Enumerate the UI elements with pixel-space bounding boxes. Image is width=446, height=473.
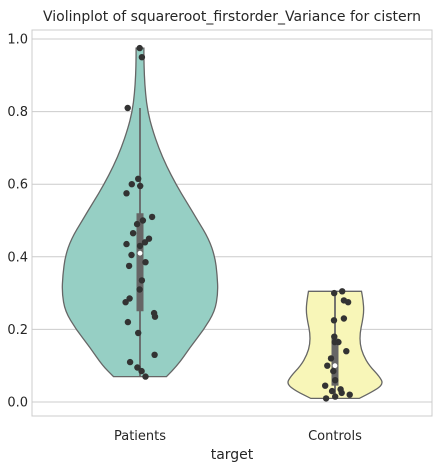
y-tick-label: 0.2	[7, 323, 28, 338]
data-point	[332, 377, 339, 384]
data-point	[328, 387, 336, 395]
data-point	[136, 286, 143, 293]
points-layer	[122, 44, 353, 402]
violin-median	[137, 250, 143, 256]
x-tick-label: Controls	[308, 429, 362, 444]
data-point	[135, 175, 142, 182]
violin-iqr-box	[136, 213, 144, 312]
data-point	[151, 313, 159, 320]
data-point	[327, 355, 335, 362]
data-point	[141, 239, 149, 246]
violin-median	[332, 363, 338, 369]
violin-iqr-box	[331, 338, 339, 386]
x-axis-label: target	[211, 447, 254, 463]
data-point	[322, 395, 330, 402]
data-point	[123, 240, 130, 248]
data-point	[136, 242, 144, 250]
data-point	[134, 364, 141, 371]
data-point	[122, 299, 129, 306]
x-tick-label: Patients	[114, 429, 166, 444]
data-point	[331, 333, 338, 340]
data-point	[138, 367, 145, 375]
y-tick-label: 0.8	[7, 105, 28, 120]
data-point	[343, 348, 350, 355]
plot-frame	[31, 29, 433, 417]
data-point	[339, 288, 346, 295]
tick-layer: 0.0 0.2 0.4 0.6 0.8 1.0 Patients Controls	[7, 33, 362, 445]
data-point	[148, 213, 156, 221]
data-point	[332, 393, 339, 400]
data-point	[322, 382, 329, 389]
data-point	[123, 190, 130, 197]
data-point	[142, 373, 149, 380]
data-point	[324, 362, 331, 369]
data-point	[340, 315, 348, 322]
data-point	[129, 230, 137, 237]
data-point	[331, 289, 338, 297]
data-point	[344, 299, 352, 306]
data-point	[137, 182, 144, 190]
data-point	[138, 54, 146, 61]
data-point	[124, 318, 132, 326]
data-point	[128, 181, 135, 188]
y-tick-label: 0.6	[7, 178, 28, 193]
data-point	[135, 329, 142, 337]
data-point	[126, 358, 134, 366]
data-point	[138, 277, 146, 284]
data-point	[124, 104, 131, 112]
data-point	[133, 220, 141, 228]
data-point	[330, 367, 337, 375]
data-point	[136, 44, 143, 52]
data-point	[331, 338, 338, 346]
data-point	[128, 251, 135, 259]
y-tick-label: 0.4	[7, 250, 28, 265]
data-point	[330, 317, 338, 324]
data-point	[346, 391, 353, 398]
data-point	[151, 351, 158, 358]
data-point	[142, 259, 149, 266]
data-point	[338, 389, 345, 397]
y-tick-label: 1.0	[7, 33, 28, 48]
y-tick-label: 0.0	[7, 396, 28, 411]
data-point	[125, 262, 133, 270]
data-point	[139, 217, 147, 224]
chart-title: Violinplot of squareroot_firstorder_Vari…	[43, 9, 421, 25]
